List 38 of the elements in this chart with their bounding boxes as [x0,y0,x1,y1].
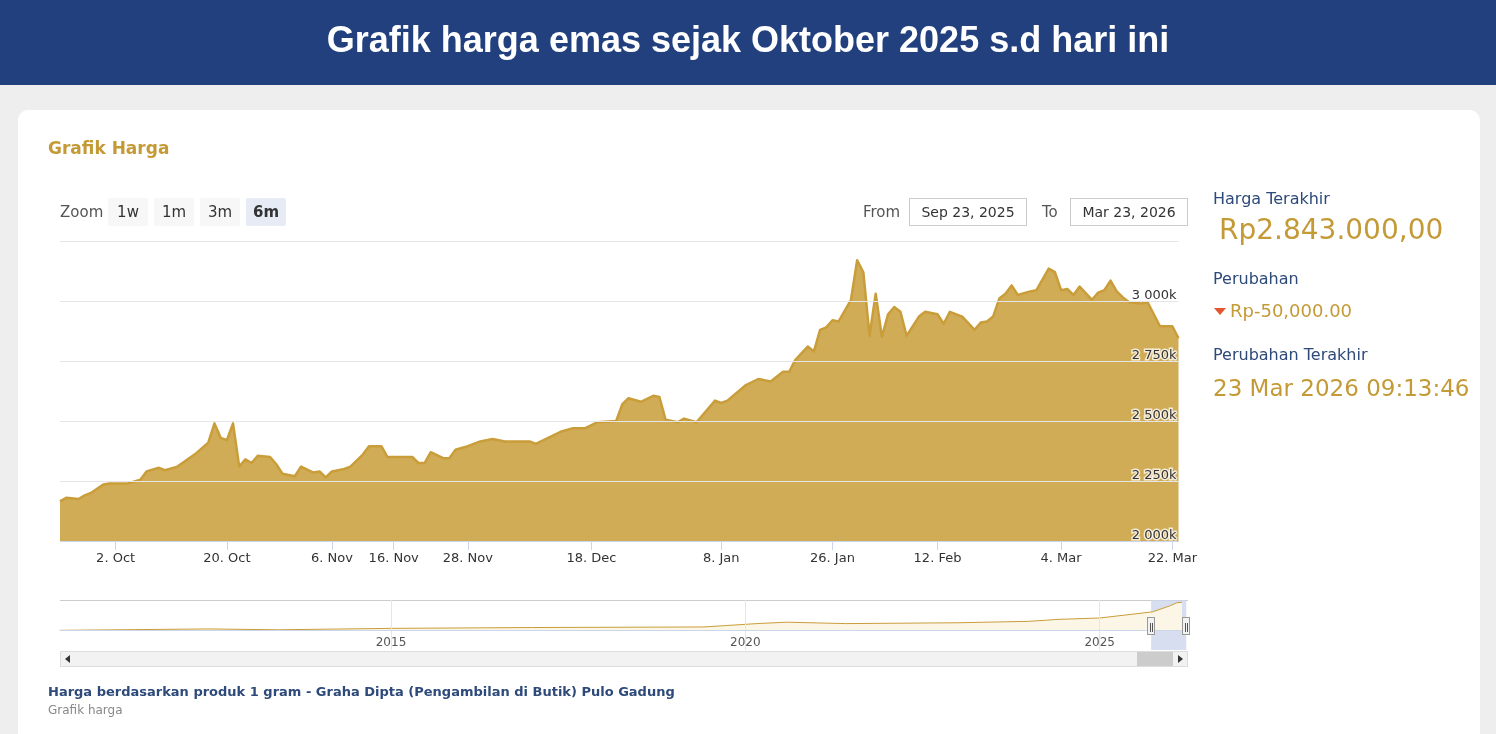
text: 1w [108,198,148,226]
y-tick-label: 2 750k [1131,347,1177,362]
x-tick-label: 20. Oct [203,550,251,565]
text: Perubahan [1213,269,1299,288]
x-tick-label: 26. Jan [810,550,855,565]
x-tick-label: 12. Feb [913,550,962,565]
text: 1m [154,198,194,226]
chart-title: Grafik harga emas sejak Oktober 2025 s.d hari ini [0,0,1496,85]
x-tick-label: 8. Jan [702,550,740,565]
text: Rp-50,000.00 [1230,300,1353,321]
x-tick-label: 2. Oct [96,550,136,565]
text: From [863,203,901,221]
text: Harga berdasarkan produk 1 gram - Graha Dipta (Pengambilan di Butik) Pulo Gadung [48,684,675,699]
x-tick-label: 22. Mar [1147,550,1198,565]
y-tick-label: 3 000k [1131,287,1177,302]
y-tick-label: 2 500k [1131,407,1177,422]
y-tick-label: 2 000k [1131,527,1177,542]
text: To [1042,203,1058,221]
x-tick-label: 28. Nov [442,550,494,565]
text: Rp2.843.000,00 [1219,213,1444,246]
x-tick-label: 2025 [1084,635,1115,649]
x-tick-label: 4. Mar [1040,550,1083,565]
text: 3m [200,198,240,226]
x-tick-label: 2020 [729,635,761,649]
text: Harga Terakhir [1213,189,1330,208]
text: Zoom [60,203,104,221]
chart-subtitle: Grafik Harga [48,138,170,158]
x-tick-label: 18. Dec [566,550,617,565]
text: 6m [246,198,286,226]
text: Grafik harga [48,703,123,717]
x-tick-label: 16. Nov [368,550,420,565]
text: Mar 23, 2026 [1070,198,1188,226]
text: 23 Mar 2026 09:13:46 [1213,375,1470,401]
x-tick-label: 6. Nov [310,550,354,565]
text: Perubahan Terakhir [1213,345,1368,364]
text: Sep 23, 2025 [909,198,1027,226]
x-tick-label: 2015 [375,635,407,649]
y-tick-label: 2 250k [1131,467,1177,482]
